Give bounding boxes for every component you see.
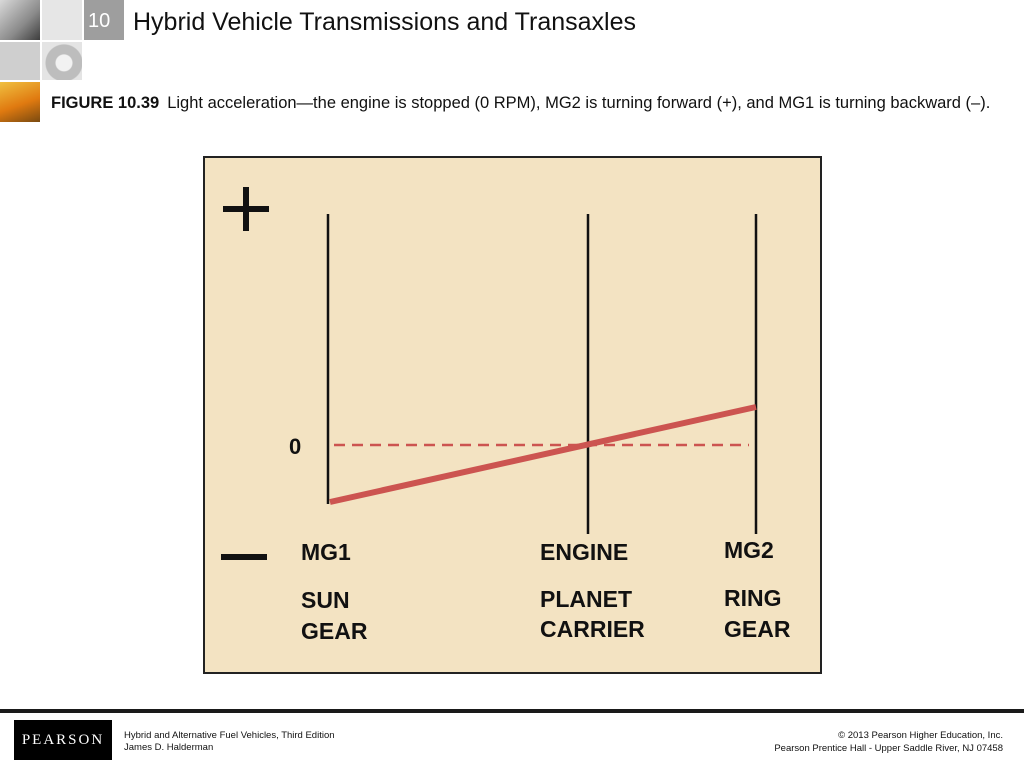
figure-caption: FIGURE 10.39 Light acceleration—the engin… [51, 91, 1001, 116]
planet-carrier-label-line2: CARRIER [540, 616, 645, 642]
figure-caption-text: Light acceleration—the engine is stopped… [167, 94, 991, 112]
speed-lever-line [329, 404, 757, 505]
wheel-photo-tile [42, 42, 82, 80]
chapter-number: 10 [88, 10, 111, 32]
slide-title: Hybrid Vehicle Transmissions and Transax… [133, 8, 637, 36]
header-photo-mosaic: 10 [0, 0, 126, 122]
lever-diagram-svg: 0 MG1 SUN GEAR ENGINE PLANET CARRIER MG2… [203, 156, 822, 674]
mg1-label: MG1 [301, 539, 351, 565]
photo-tile [42, 0, 82, 40]
sun-gear-label-line1: SUN [301, 587, 350, 613]
book-author: James D. Halderman [124, 742, 214, 753]
engine-label: ENGINE [540, 539, 628, 565]
plus-symbol [223, 187, 269, 231]
zero-label: 0 [289, 434, 301, 459]
copyright-text: © 2013 Pearson Higher Education, Inc. [838, 730, 1003, 741]
ring-gear-label-line1: RING [724, 585, 782, 611]
car-photo-tile [0, 0, 40, 40]
sports-car-photo-tile [0, 82, 40, 122]
figure-label: FIGURE 10.39 [51, 94, 160, 112]
diagram-background [203, 156, 822, 674]
planet-carrier-label-line1: PLANET [540, 586, 632, 612]
lever-diagram: 0 MG1 SUN GEAR ENGINE PLANET CARRIER MG2… [203, 156, 822, 674]
footer-copyright: © 2013 Pearson Higher Education, Inc. Pe… [774, 729, 1003, 755]
pearson-logo: PEARSON [14, 720, 112, 760]
footer-divider [0, 709, 1024, 713]
footer-book-info: Hybrid and Alternative Fuel Vehicles, Th… [124, 730, 335, 754]
sun-gear-label-line2: GEAR [301, 618, 368, 644]
publisher-text: Pearson Prentice Hall - Upper Saddle Riv… [774, 743, 1003, 754]
mg2-label: MG2 [724, 537, 774, 563]
photo-tile [0, 42, 40, 80]
chapter-number-tile [84, 0, 124, 40]
ring-gear-label-line2: GEAR [724, 616, 791, 642]
book-title: Hybrid and Alternative Fuel Vehicles, Th… [124, 730, 335, 741]
